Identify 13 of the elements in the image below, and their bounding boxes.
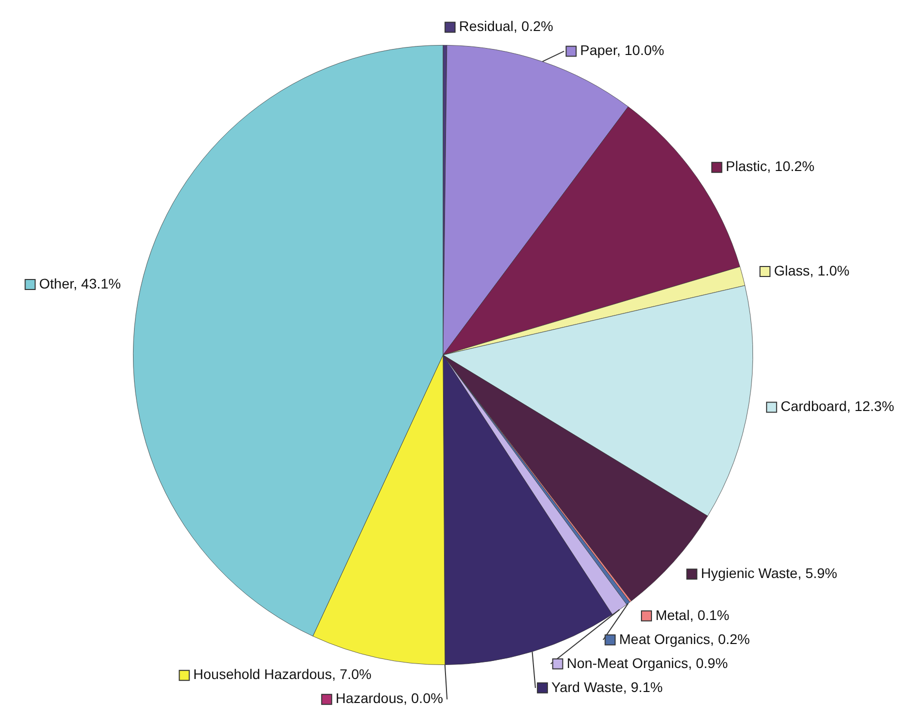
legend-label: Non-Meat Organics, 0.9% [566,654,728,671]
legend-label: Residual, 0.2% [459,18,554,34]
legend-label: Glass, 1.0% [774,262,850,278]
legend-label: Hygienic Waste, 5.9% [700,564,838,581]
legend-label: Yard Waste, 9.1% [551,678,663,695]
legend-label: Hazardous, 0.0% [336,690,444,706]
legend-label: Cardboard, 12.3% [780,398,894,414]
legend-label: Paper, 10.0% [580,42,664,58]
legend-label: Meat Organics, 0.2% [619,630,750,647]
legend-label: Household Hazardous, 7.0% [193,666,372,682]
legend-label: Other, 43.1% [39,275,121,292]
legend-label: Metal, 0.1% [655,606,730,623]
legend-label: Plastic, 10.2% [726,158,814,174]
